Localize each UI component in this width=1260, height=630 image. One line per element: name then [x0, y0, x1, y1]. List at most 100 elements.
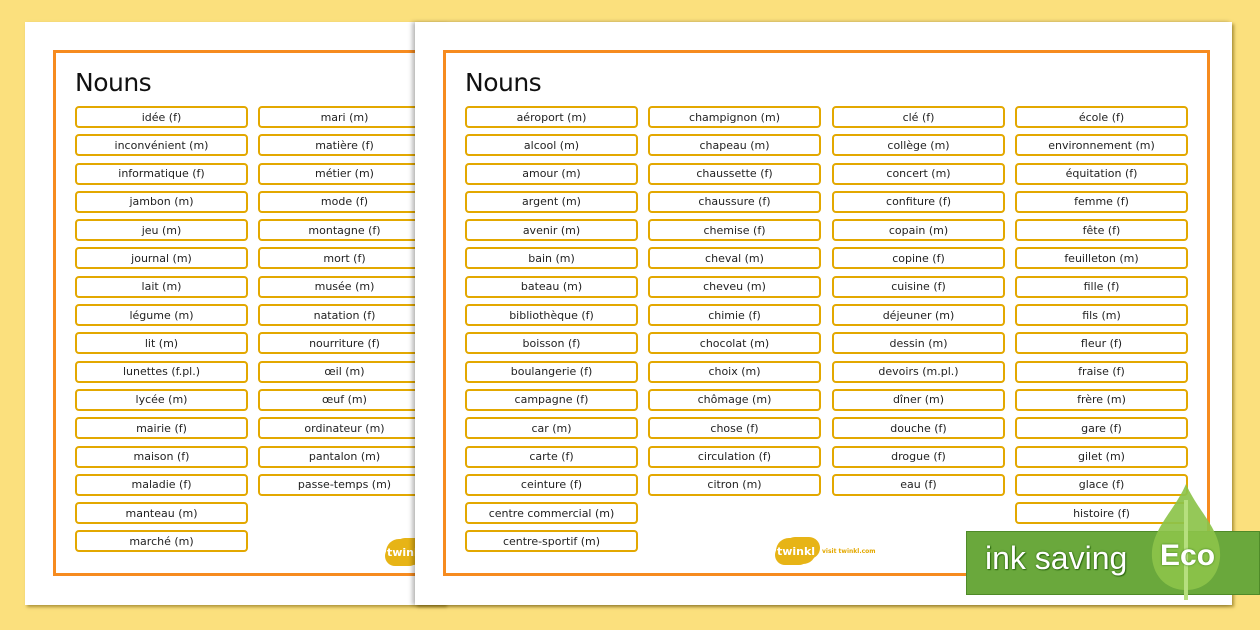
noun-card: lycée (m) — [75, 388, 248, 411]
noun-card: fleur (f) — [1015, 332, 1188, 355]
noun-card: montagne (f) — [258, 219, 431, 242]
noun-card: mari (m) — [258, 106, 431, 128]
noun-card: chocolat (m) — [648, 332, 821, 355]
noun-card: glace (f) — [1015, 473, 1188, 496]
eco-badge-label: Eco — [1160, 539, 1216, 572]
noun-card: cuisine (f) — [832, 275, 1005, 298]
noun-card: cheveu (m) — [648, 275, 821, 298]
noun-card: chemise (f) — [648, 219, 821, 242]
twinkl-logo: twinkl visit twinkl.com — [776, 538, 876, 564]
noun-card: mode (f) — [258, 190, 431, 213]
noun-card: citron (m) — [648, 473, 821, 496]
noun-card: jambon (m) — [75, 190, 248, 213]
noun-card: informatique (f) — [75, 162, 248, 185]
noun-card: cheval (m) — [648, 247, 821, 270]
noun-card: fille (f) — [1015, 275, 1188, 298]
noun-card: œil (m) — [258, 360, 431, 383]
noun-card: ordinateur (m) — [258, 417, 431, 440]
noun-card: amour (m) — [465, 162, 638, 185]
noun-card: centre commercial (m) — [465, 502, 638, 525]
noun-card: lait (m) — [75, 275, 248, 298]
noun-card: œuf (m) — [258, 388, 431, 411]
noun-card: champignon (m) — [648, 106, 821, 128]
noun-card: ceinture (f) — [465, 473, 638, 496]
noun-card: eau (f) — [832, 473, 1005, 496]
noun-card: maison (f) — [75, 445, 248, 468]
noun-card: chaussette (f) — [648, 162, 821, 185]
noun-column-2: champignon (m) chapeau (m) chaussette (f) c… — [648, 106, 821, 502]
noun-card: musée (m) — [258, 275, 431, 298]
noun-card: dessin (m) — [832, 332, 1005, 355]
noun-card: maladie (f) — [75, 473, 248, 496]
noun-card: alcool (m) — [465, 134, 638, 157]
page-title: Nouns — [465, 68, 542, 97]
twinkl-tagline: visit twinkl.com — [822, 547, 876, 555]
noun-card: argent (m) — [465, 190, 638, 213]
noun-card: matière (f) — [258, 134, 431, 157]
noun-column-3: clé (f) collège (m) concert (m) confiture (… — [832, 106, 1005, 502]
noun-card: mort (f) — [258, 247, 431, 270]
noun-card: manteau (m) — [75, 502, 248, 525]
noun-card: centre-sportif (m) — [465, 530, 638, 553]
eco-leaf-drop-icon — [1151, 484, 1221, 600]
noun-card: déjeuner (m) — [832, 304, 1005, 327]
noun-card: avenir (m) — [465, 219, 638, 242]
noun-card: environnement (m) — [1015, 134, 1188, 157]
noun-card: carte (f) — [465, 445, 638, 468]
noun-card: choix (m) — [648, 360, 821, 383]
noun-card: nourriture (f) — [258, 332, 431, 355]
noun-card: clé (f) — [832, 106, 1005, 128]
noun-column-2: mari (m) matière (f) métier (m) mode (f) mon… — [258, 106, 431, 502]
noun-card: idée (f) — [75, 106, 248, 128]
noun-card: bain (m) — [465, 247, 638, 270]
noun-card: bibliothèque (f) — [465, 304, 638, 327]
noun-card: lit (m) — [75, 332, 248, 355]
noun-card: journal (m) — [75, 247, 248, 270]
noun-card: chose (f) — [648, 417, 821, 440]
noun-card: chimie (f) — [648, 304, 821, 327]
noun-card: jeu (m) — [75, 219, 248, 242]
noun-card: aéroport (m) — [465, 106, 638, 128]
noun-card: concert (m) — [832, 162, 1005, 185]
page-title: Nouns — [75, 68, 152, 97]
noun-column-1: aéroport (m) alcool (m) amour (m) argent (m… — [465, 106, 638, 559]
noun-card: métier (m) — [258, 162, 431, 185]
noun-card: feuilleton (m) — [1015, 247, 1188, 270]
noun-card: confiture (f) — [832, 190, 1005, 213]
noun-card: gare (f) — [1015, 417, 1188, 440]
noun-card: copain (m) — [832, 219, 1005, 242]
noun-card: fils (m) — [1015, 304, 1188, 327]
noun-card: fraise (f) — [1015, 360, 1188, 383]
worksheet-border: Nouns idée (f) inconvénient (m) informatiq… — [53, 50, 473, 576]
noun-card: équitation (f) — [1015, 162, 1188, 185]
worksheet-border: Nouns aéroport (m) alcool (m) amour (m) arg… — [443, 50, 1210, 576]
noun-card: drogue (f) — [832, 445, 1005, 468]
noun-card: copine (f) — [832, 247, 1005, 270]
noun-column-4: école (f) environnement (m) équitation (f)… — [1015, 106, 1188, 530]
ink-saving-label: ink saving — [985, 540, 1128, 576]
back-worksheet-page: Nouns idée (f) inconvénient (m) informatiq… — [25, 22, 473, 605]
noun-card: gilet (m) — [1015, 445, 1188, 468]
noun-card: boulangerie (f) — [465, 360, 638, 383]
noun-card: frère (m) — [1015, 388, 1188, 411]
noun-card: dîner (m) — [832, 388, 1005, 411]
noun-card: chômage (m) — [648, 388, 821, 411]
noun-card: inconvénient (m) — [75, 134, 248, 157]
noun-card: natation (f) — [258, 304, 431, 327]
noun-card: pantalon (m) — [258, 445, 431, 468]
noun-column-1: idée (f) inconvénient (m) informatique (f)… — [75, 106, 248, 559]
noun-card: campagne (f) — [465, 388, 638, 411]
noun-card: lunettes (f.pl.) — [75, 360, 248, 383]
noun-card: femme (f) — [1015, 190, 1188, 213]
noun-card: chapeau (m) — [648, 134, 821, 157]
noun-card: passe-temps (m) — [258, 473, 431, 496]
noun-card: bateau (m) — [465, 275, 638, 298]
noun-card: histoire (f) — [1015, 502, 1188, 525]
noun-card: légume (m) — [75, 304, 248, 327]
noun-card: douche (f) — [832, 417, 1005, 440]
noun-card: circulation (f) — [648, 445, 821, 468]
noun-card: chaussure (f) — [648, 190, 821, 213]
noun-card: collège (m) — [832, 134, 1005, 157]
twinkl-cloud-icon: twinkl — [776, 538, 816, 564]
noun-card: boisson (f) — [465, 332, 638, 355]
